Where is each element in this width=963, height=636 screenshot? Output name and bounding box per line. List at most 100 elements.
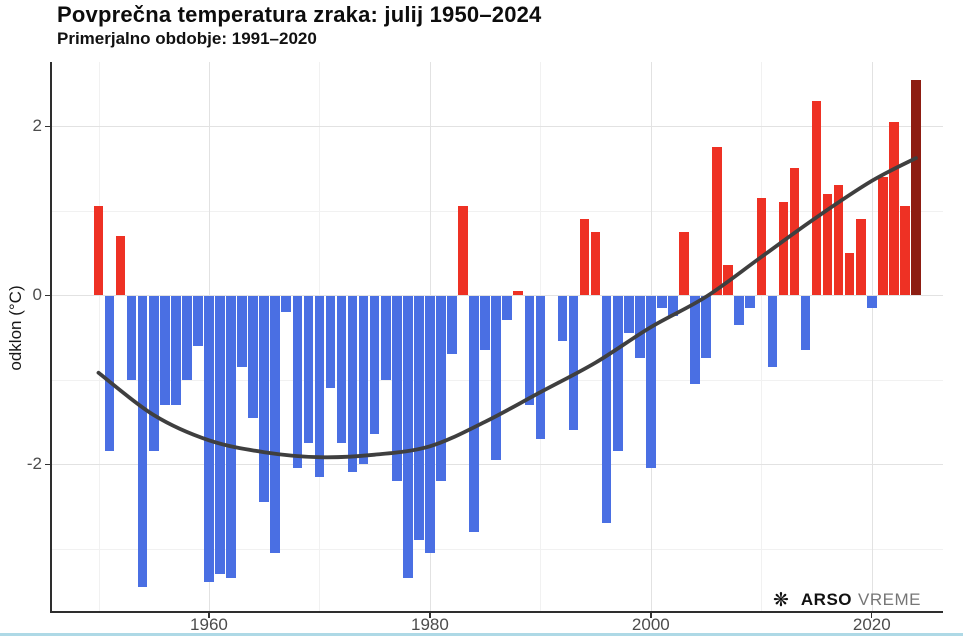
bar-2015	[811, 100, 822, 295]
footer-accent-strip	[0, 633, 963, 636]
bar-1953	[126, 296, 137, 380]
gridline-h	[50, 464, 943, 465]
bar-2000	[646, 296, 656, 469]
bar-2002	[668, 296, 678, 317]
bar-2006	[712, 147, 722, 295]
bar-2004	[690, 296, 700, 384]
bar-1965	[259, 296, 269, 503]
bar-1968	[292, 296, 303, 469]
bar-1970	[314, 296, 325, 477]
bar-2007	[723, 265, 733, 295]
x-tick-mark	[871, 612, 873, 618]
bar-1959	[193, 296, 203, 346]
bar-1985	[480, 296, 490, 350]
gridline-v	[98, 62, 100, 611]
bar-1995	[590, 231, 601, 295]
bar-1984	[469, 296, 479, 532]
bar-1952	[115, 235, 126, 295]
bar-1950	[93, 206, 104, 295]
gridline-h	[50, 126, 943, 127]
gridline-h	[50, 210, 943, 212]
bar-1974	[358, 296, 369, 464]
bar-1989	[524, 296, 535, 405]
bar-2021	[878, 176, 888, 295]
y-tick-mark	[45, 125, 50, 127]
bar-1980	[425, 296, 435, 553]
bar-1997	[612, 296, 623, 452]
bar-1977	[391, 296, 402, 481]
bar-2023	[900, 206, 910, 295]
bar-1973	[347, 296, 358, 473]
bar-1957	[171, 296, 181, 405]
bar-1958	[182, 296, 192, 380]
bar-1969	[303, 296, 314, 443]
gridline-v	[761, 62, 763, 611]
bar-1982	[447, 296, 457, 355]
bar-1978	[403, 296, 413, 579]
bar-1967	[281, 296, 292, 312]
bar-1956	[159, 296, 170, 405]
x-tick-label: 2020	[852, 615, 891, 634]
bar-1999	[635, 296, 645, 359]
bar-2012	[778, 202, 789, 295]
bar-2017	[833, 185, 844, 295]
bar-1966	[270, 296, 281, 553]
bar-1979	[414, 296, 424, 541]
bar-2013	[789, 168, 800, 295]
bar-2020	[866, 296, 877, 308]
bar-2008	[734, 296, 745, 325]
branding-vreme: VREME	[858, 590, 921, 609]
branding-arso: ARSO	[800, 590, 853, 609]
bar-1961	[215, 296, 225, 574]
bar-2016	[822, 193, 833, 295]
gridline-v	[871, 62, 873, 611]
bar-1988	[513, 290, 524, 295]
bar-1998	[623, 296, 634, 334]
y-tick-label: 0	[32, 285, 42, 304]
y-axis-line	[50, 62, 52, 611]
bar-1963	[237, 296, 247, 367]
bar-1992	[557, 296, 568, 342]
bar-1990	[535, 296, 546, 439]
bar-1986	[491, 296, 501, 460]
bar-1954	[137, 296, 148, 587]
bar-1951	[104, 296, 115, 452]
weather-star-icon: ❋	[772, 589, 789, 611]
bar-1955	[148, 296, 159, 452]
bar-1981	[436, 296, 446, 481]
bar-2010	[756, 197, 767, 295]
bar-2022	[889, 121, 899, 295]
x-axis-line	[50, 611, 943, 613]
bar-1987	[502, 296, 513, 321]
y-tick-mark	[45, 463, 50, 465]
bar-1976	[380, 296, 391, 380]
bar-2018	[844, 252, 855, 295]
bar-1960	[204, 296, 214, 583]
chart-subtitle: Primerjalno obdobje: 1991–2020	[57, 29, 317, 48]
x-tick-mark	[208, 612, 210, 618]
bar-2003	[679, 231, 689, 295]
bar-2005	[701, 296, 711, 359]
bar-1962	[226, 296, 236, 579]
bar-2009	[745, 296, 756, 308]
bar-1993	[568, 296, 579, 431]
bar-1975	[369, 296, 380, 435]
bar-2019	[855, 218, 866, 295]
bar-1964	[248, 296, 258, 418]
y-tick-label: -2	[26, 454, 42, 473]
bar-2014	[800, 296, 811, 350]
bar-1983	[458, 206, 468, 295]
chart-title: Povprečna temperatura zraka: julij 1950–…	[57, 2, 542, 27]
arso-branding: ❋ ARSO VREME	[773, 590, 921, 610]
x-tick-label: 1980	[410, 615, 449, 634]
bar-1994	[579, 218, 590, 295]
bar-1996	[601, 296, 612, 524]
x-tick-mark	[650, 612, 652, 618]
bar-2024	[911, 79, 921, 295]
x-tick-label: 1960	[190, 615, 228, 634]
gridline-h	[50, 548, 943, 550]
bar-1971	[325, 296, 336, 388]
bar-2001	[657, 296, 667, 308]
y-axis-title: odklon (°C)	[6, 285, 25, 371]
